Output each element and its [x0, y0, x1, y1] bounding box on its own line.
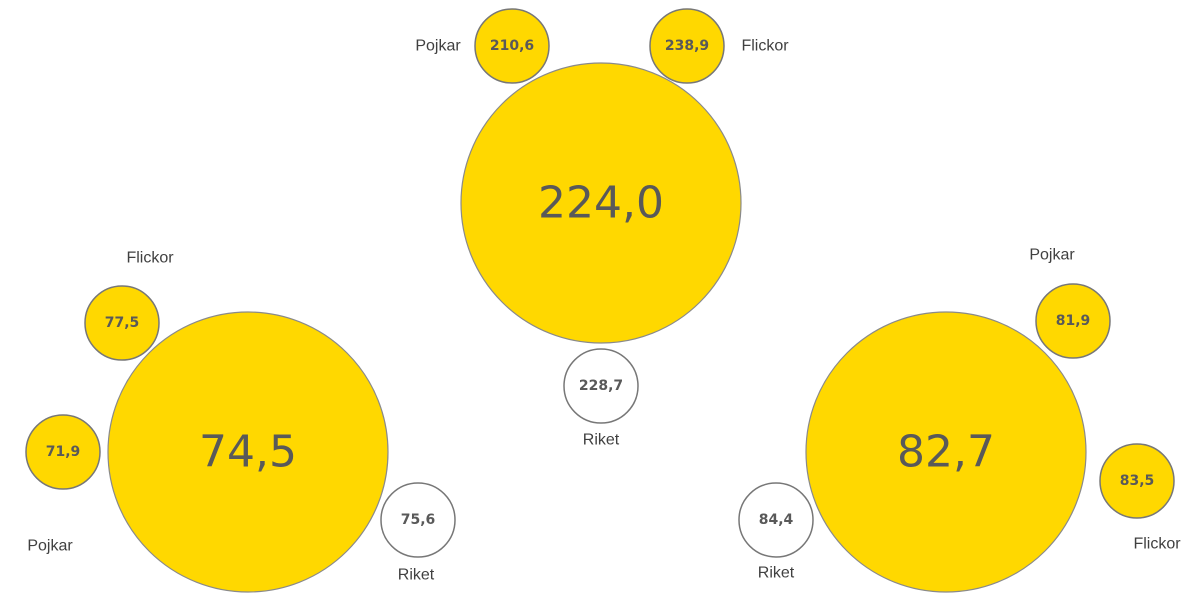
sub-circle [1035, 283, 1111, 359]
sub-value: 238,9 [665, 38, 709, 54]
sub-circle [84, 285, 160, 361]
main-circle [460, 62, 742, 344]
main-value: 224,0 [538, 178, 664, 229]
sub-label: Pojkar [1029, 247, 1075, 264]
sub-value: 210,6 [490, 38, 534, 54]
main-value: 82,7 [897, 427, 995, 478]
sub-value: 228,7 [579, 378, 623, 394]
sub-value: 84,4 [759, 512, 794, 528]
sub-circle [25, 414, 101, 490]
sub-circle [649, 8, 725, 84]
sub-value: 83,5 [1120, 473, 1155, 489]
sub-label: Pojkar [415, 38, 461, 55]
main-value: 74,5 [199, 427, 297, 478]
main-circle [107, 311, 389, 593]
sub-value: 81,9 [1056, 313, 1091, 329]
sub-circle [474, 8, 550, 84]
sub-circle [563, 348, 639, 424]
sub-circle [738, 482, 814, 558]
sub-label: Flickor [741, 38, 789, 55]
sub-value: 75,6 [401, 512, 436, 528]
main-circle [805, 311, 1087, 593]
sub-value: 71,9 [46, 444, 81, 460]
sub-label: Flickor [126, 250, 174, 267]
sub-label: Pojkar [27, 538, 73, 555]
sub-circle [1099, 443, 1175, 519]
sub-label: Flickor [1133, 536, 1181, 553]
sub-label: Riket [398, 567, 435, 584]
sub-circle [380, 482, 456, 558]
sub-value: 77,5 [105, 315, 140, 331]
sub-label: Riket [583, 432, 620, 449]
sub-label: Riket [758, 565, 795, 582]
